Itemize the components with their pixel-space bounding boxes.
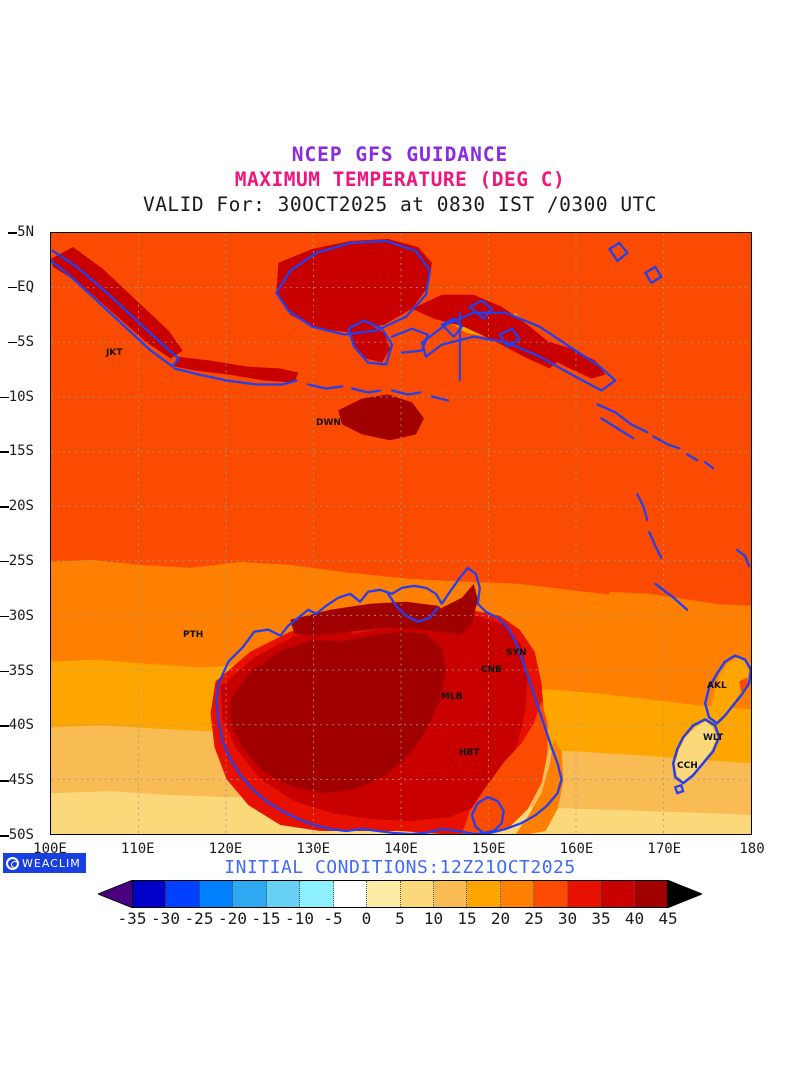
ytick-eq: EQ <box>8 279 34 295</box>
colorbar-cell-8 <box>400 881 434 907</box>
ytick-40s: 40S <box>0 717 34 733</box>
land-australia-40-45-core <box>230 631 446 794</box>
colorbar-tick--15: -15 <box>251 909 281 928</box>
map-plot-area: JKT DWN PTH SYN CNB MLB HBT AKL WLT CCH <box>50 232 752 835</box>
title-model: NCEP GFS GUIDANCE <box>291 143 509 166</box>
colorbar-cell-4 <box>266 881 301 907</box>
colorbar-cells <box>132 880 668 908</box>
colorbar-cell-2 <box>199 881 234 907</box>
latitude-axis: 5N EQ 5S 10S 15S 20S 25S 30S 35S 40S 45S… <box>0 224 44 843</box>
colorbar-tick--35: -35 <box>117 909 147 928</box>
longitude-axis: 100E 110E 120E 130E 140E 150E 160E 170E … <box>33 837 765 861</box>
land-sulawesi-35-40 <box>350 324 391 363</box>
colorbar-tick-25: 25 <box>524 909 544 928</box>
city-label-hbt: HBT <box>459 748 480 758</box>
temperature-map <box>51 233 751 834</box>
xtick-130e: 130E <box>296 841 331 857</box>
chart-title-block: NCEP GFS GUIDANCE MAXIMUM TEMPERATURE (D… <box>0 142 800 218</box>
colorbar-cell-1 <box>166 881 200 907</box>
colorbar-cell-12 <box>534 881 568 907</box>
city-label-pth: PTH <box>183 630 204 640</box>
weaclim-logo[interactable]: WEACLIM <box>3 853 86 873</box>
temp-band-20-25-nz <box>607 591 751 702</box>
title-valid-time: VALID For: 30OCT2025 at 0830 IST /0300 U… <box>142 193 658 216</box>
ytick-30s: 30S <box>0 608 34 624</box>
city-label-cnb: CNB <box>481 665 502 675</box>
ytick-20s: 20S <box>0 498 34 514</box>
land-borneo-35-40 <box>276 238 432 333</box>
ytick-10s: 10S <box>0 389 34 405</box>
colorbar-tick--5: -5 <box>323 909 343 928</box>
colorbar-tick-5: 5 <box>395 909 405 928</box>
city-label-syn: SYN <box>506 648 527 658</box>
city-label-wlt: WLT <box>703 733 724 743</box>
xtick-180: 180 <box>739 841 765 857</box>
colorbar-cell-10 <box>467 881 501 907</box>
ytick-25s: 25S <box>0 553 34 569</box>
title-variable: MAXIMUM TEMPERATURE (DEG C) <box>234 168 566 191</box>
city-label-dwn: DWN <box>316 418 341 428</box>
land-newguinea-east-35-40 <box>543 340 606 379</box>
city-label-jkt: JKT <box>106 348 123 358</box>
xtick-110e: 110E <box>120 841 155 857</box>
colorbar-tick--25: -25 <box>184 909 214 928</box>
colorbar-cell-9 <box>433 881 468 907</box>
land-java-35-40 <box>174 356 299 383</box>
weaclim-circle-icon <box>6 856 19 870</box>
ytick-15s: 15S <box>0 443 34 459</box>
colorbar-under-arrow <box>98 880 133 908</box>
ytick-35s: 35S <box>0 663 34 679</box>
colorbar-cell-7 <box>367 881 401 907</box>
colorbar-tick-10: 10 <box>423 909 444 928</box>
coastlines-nz-overlay <box>672 654 751 785</box>
land-nz-south <box>675 721 718 782</box>
weaclim-logo-text: WEACLIM <box>22 856 81 870</box>
colorbar-tick-45: 45 <box>658 909 678 928</box>
land-topend-40-45 <box>338 394 424 441</box>
colorbar-tick-0: 0 <box>361 909 372 928</box>
ytick-45s: 45S <box>0 772 34 788</box>
colorbar-cell-13 <box>567 881 602 907</box>
ytick-5s: 5S <box>8 334 34 350</box>
colorbar: -35 -30 -25 -20 -15 -10 -5 0 5 10 15 20 25 30 35 40 45 <box>98 880 702 928</box>
colorbar-cell-15 <box>634 881 667 907</box>
colorbar-tick--20: -20 <box>218 909 247 928</box>
coastal-strip-20-25 <box>515 739 564 834</box>
colorbar-tick--30: -30 <box>151 909 180 928</box>
land-australia-40-45-cape <box>441 583 478 636</box>
land-nz-north <box>711 657 750 720</box>
land-australia-40-45-north <box>290 601 454 636</box>
ytick-50s: 50S <box>0 827 34 843</box>
colorbar-tick--10: -10 <box>285 909 314 928</box>
xtick-150e: 150E <box>471 841 506 857</box>
xtick-120e: 120E <box>208 841 243 857</box>
xtick-170e: 170E <box>647 841 682 857</box>
colorbar-cell-14 <box>601 881 635 907</box>
city-label-akl: AKL <box>707 681 727 691</box>
colorbar-tick-20: 20 <box>490 909 511 928</box>
colorbar-cell-6 <box>333 881 368 907</box>
colorbar-cell-5 <box>300 881 334 907</box>
ytick-5n: 5N <box>8 224 34 240</box>
xtick-160e: 160E <box>559 841 594 857</box>
colorbar-cell-3 <box>233 881 267 907</box>
initial-conditions-label: INITIAL CONDITIONS:12Z21OCT2025 <box>224 857 576 878</box>
colorbar-tick-35: 35 <box>591 909 611 928</box>
city-label-mlb: MLB <box>441 692 463 702</box>
colorbar-tick-labels: -35 -30 -25 -20 -15 -10 -5 0 5 10 15 20 25 30 35 40 45 <box>118 909 678 933</box>
map-gridlines <box>51 233 751 834</box>
xtick-140e: 140E <box>384 841 418 857</box>
colorbar-over-arrow <box>667 880 702 908</box>
colorbar-cell-0 <box>133 881 167 907</box>
city-label-cch: CCH <box>677 761 698 771</box>
colorbar-tick-40: 40 <box>624 909 645 928</box>
colorbar-cell-11 <box>500 881 535 907</box>
colorbar-tick-15: 15 <box>457 909 477 928</box>
colorbar-tick-30: 30 <box>557 909 578 928</box>
